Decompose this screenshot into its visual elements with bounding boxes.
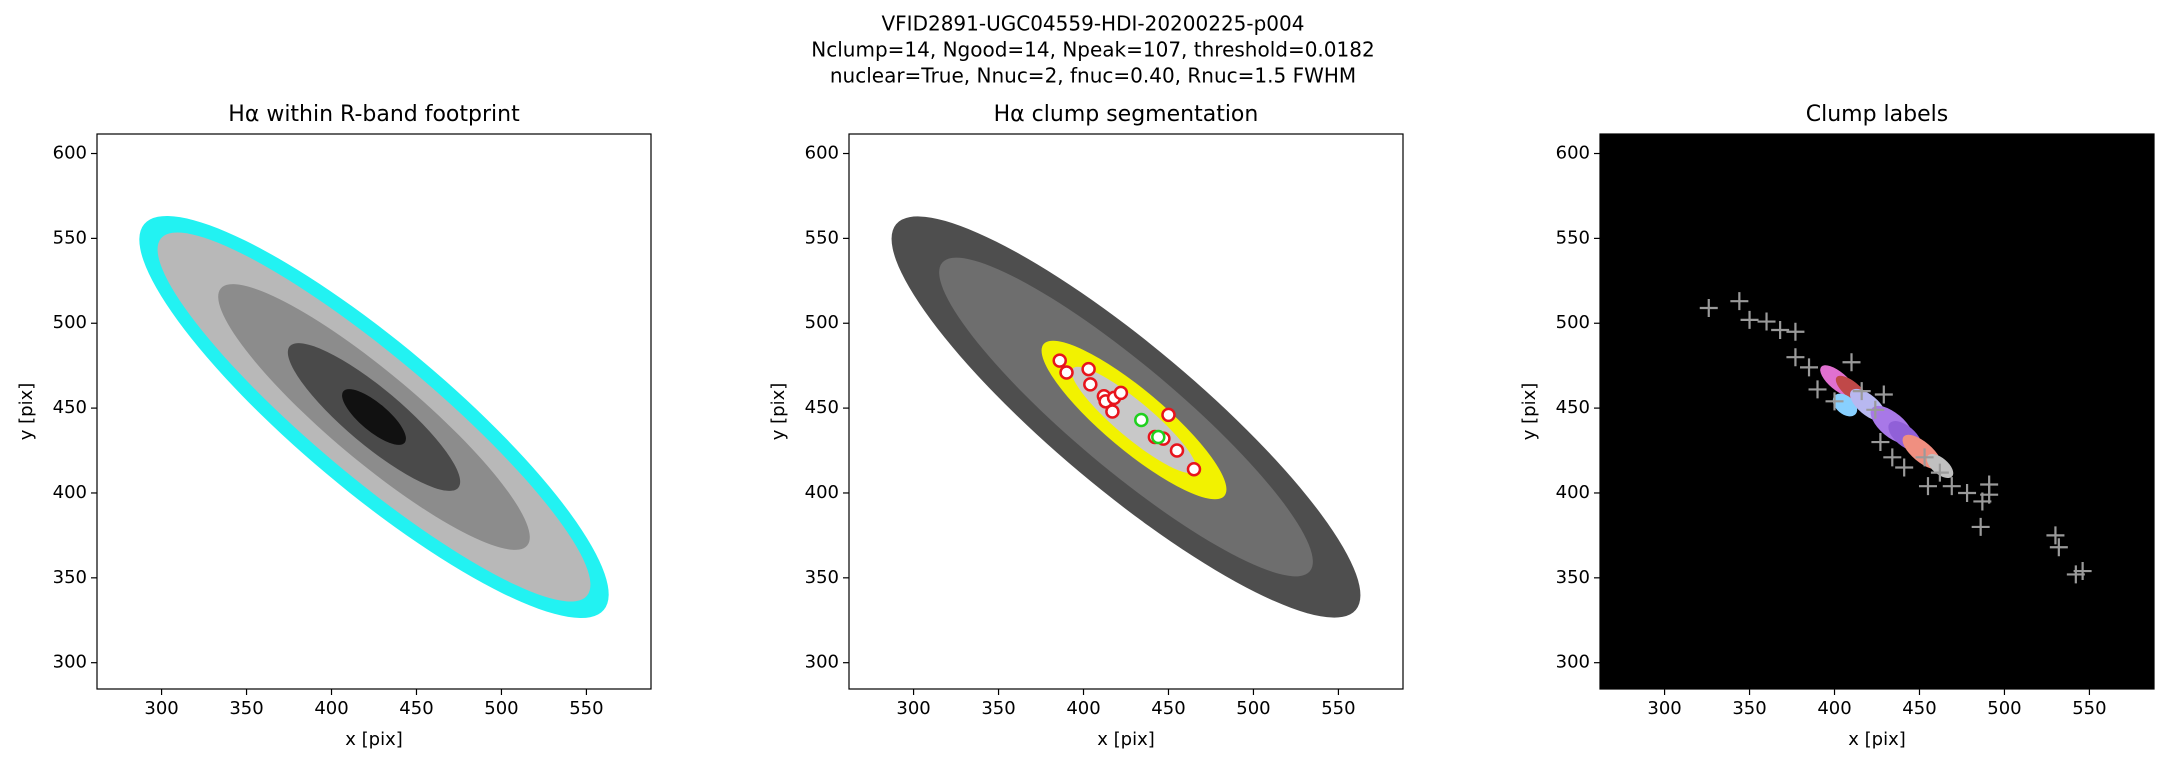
y-tick-label: 300: [805, 652, 839, 673]
y-axis-label: y [pix]: [16, 383, 37, 441]
y-tick-label: 600: [1556, 143, 1590, 164]
clump-marker: [1113, 385, 1129, 401]
clump-cross: [1825, 392, 1844, 411]
y-tick-label: 600: [53, 143, 87, 164]
x-tick-label: 550: [2072, 698, 2106, 719]
clump-cross: [1808, 380, 1827, 399]
y-tick-label: 600: [805, 143, 839, 164]
y-tick-label: 400: [805, 482, 839, 503]
clump-cross: [1918, 477, 1937, 496]
x-axis-label: x [pix]: [345, 729, 403, 750]
clump-marker: [1081, 361, 1096, 377]
clump-marker: [1083, 377, 1098, 392]
clump-cross: [1757, 312, 1776, 331]
y-tick-label: 400: [53, 482, 87, 503]
y-tick-label: 500: [53, 312, 87, 333]
clump-cross: [2049, 538, 2068, 557]
x-tick-label: 500: [1236, 698, 1270, 719]
clump-marker: [1059, 365, 1074, 380]
clump-cross: [1740, 310, 1759, 329]
y-tick-label: 300: [53, 652, 87, 673]
y-tick-label: 550: [805, 227, 839, 248]
clump-marker: [1169, 443, 1185, 458]
x-tick-label: 350: [981, 698, 1015, 719]
y-tick-label: 550: [53, 227, 87, 248]
clump-marker: [1151, 429, 1166, 445]
clump-cross: [1866, 400, 1885, 419]
clump-cross: [2046, 526, 2065, 545]
figure-title: VFID2891-UGC04559-HDI-20200225-p004: [882, 12, 1305, 36]
clump-cross: [1730, 292, 1749, 311]
x-tick-label: 550: [1321, 698, 1355, 719]
clump-cross: [1971, 517, 1990, 536]
clump-marker: [1105, 404, 1120, 419]
clump-cross: [1883, 448, 1902, 467]
clump-cross: [1699, 298, 1718, 317]
axes-title: Clump labels: [1806, 102, 1948, 127]
clump-cross: [1942, 477, 1961, 496]
y-tick-label: 350: [53, 567, 87, 588]
axes-frame: [1599, 133, 2155, 690]
clump-cross: [1874, 385, 1893, 404]
x-axis-label: x [pix]: [1097, 729, 1155, 750]
axes-frame: [96, 133, 652, 690]
clump-cross: [1786, 322, 1805, 341]
y-tick-label: 500: [805, 312, 839, 333]
figure-title: nuclear=True, Nnuc=2, fnuc=0.40, Rnuc=1.…: [830, 64, 1356, 88]
axes-title: Hα clump segmentation: [994, 102, 1259, 127]
x-tick-label: 550: [569, 698, 603, 719]
x-tick-label: 400: [1066, 698, 1100, 719]
clump-cross: [2073, 562, 2092, 581]
y-tick-label: 350: [1556, 567, 1590, 588]
x-tick-label: 450: [1151, 698, 1185, 719]
x-tick-label: 400: [1817, 698, 1851, 719]
clump-cross: [1915, 448, 1934, 467]
x-tick-label: 500: [484, 698, 518, 719]
clump-marker: [1134, 412, 1149, 428]
x-tick-label: 450: [399, 698, 433, 719]
x-tick-label: 300: [144, 698, 178, 719]
clump-cross: [1930, 463, 1949, 482]
x-tick-label: 300: [1647, 698, 1681, 719]
axes-frame: [848, 133, 1404, 690]
clump-cross: [1980, 475, 1999, 494]
x-axis-label: x [pix]: [1848, 729, 1906, 750]
y-tick-label: 550: [1556, 227, 1590, 248]
x-tick-label: 500: [1987, 698, 2021, 719]
clump-cross: [1852, 382, 1871, 401]
clump-marker: [1052, 353, 1067, 368]
y-tick-label: 400: [1556, 482, 1590, 503]
axes-title: Hα within R-band footprint: [228, 102, 520, 127]
clump-marker: [1161, 407, 1176, 423]
clump-marker: [1186, 461, 1202, 477]
clump-cross: [1871, 433, 1890, 452]
y-tick-label: 300: [1556, 652, 1590, 673]
clump-cross: [1842, 353, 1861, 372]
figure-title: Nclump=14, Ngood=14, Npeak=107, threshol…: [811, 38, 1374, 62]
y-tick-label: 450: [1556, 397, 1590, 418]
clump-cross: [1786, 348, 1805, 367]
x-tick-label: 400: [314, 698, 348, 719]
y-tick-label: 450: [805, 397, 839, 418]
clump-cross: [1958, 483, 1977, 502]
x-tick-label: 300: [896, 698, 930, 719]
axes-foreground: Hα within R-band footprint 300 350 400 450 50…: [16, 102, 2155, 750]
x-tick-label: 450: [1902, 698, 1936, 719]
clump-cross: [1895, 458, 1914, 477]
halpha-image: [139, 216, 609, 618]
x-tick-label: 350: [229, 698, 263, 719]
x-tick-label: 350: [1732, 698, 1766, 719]
axes-backgrounds: [1600, 134, 2154, 689]
clump-cross: [1800, 358, 1819, 377]
clump-cross: [1771, 321, 1790, 340]
y-axis-label: y [pix]: [1519, 383, 1540, 441]
y-tick-label: 500: [1556, 312, 1590, 333]
y-tick-label: 350: [805, 567, 839, 588]
y-axis-label: y [pix]: [768, 383, 789, 441]
y-tick-label: 450: [53, 397, 87, 418]
